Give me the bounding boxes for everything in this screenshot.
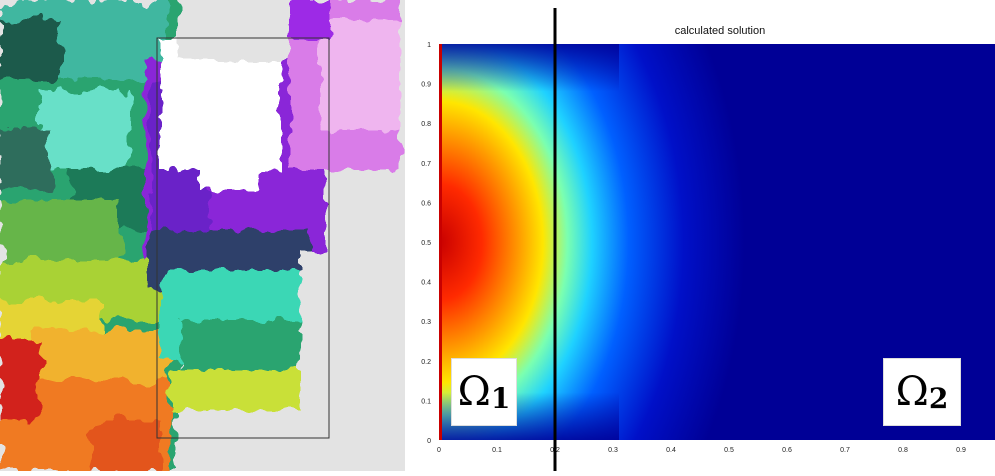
- y-tick-label: 0.4: [421, 280, 431, 287]
- x-tick-label: 0.5: [724, 447, 734, 454]
- y-tick-label: 0.5: [421, 240, 431, 247]
- x-tick-label: 0.8: [898, 447, 908, 454]
- ocean-temperature-map: [0, 0, 405, 471]
- x-tick-label: 0.3: [608, 447, 618, 454]
- x-tick-label: 0.4: [666, 447, 676, 454]
- y-tick-label: 0.2: [421, 359, 431, 366]
- x-tick-label: 0: [437, 447, 441, 454]
- y-tick-label: 0.8: [421, 121, 431, 128]
- omega2-symbol: Ω: [895, 369, 929, 415]
- x-axis-ticks: 00.10.20.30.40.50.60.70.80.9: [437, 447, 966, 454]
- y-tick-label: 0.1: [421, 398, 431, 405]
- plot-title: calculated solution: [675, 25, 766, 37]
- x-tick-label: 0.6: [782, 447, 792, 454]
- y-tick-label: 0.3: [421, 319, 431, 326]
- omega1-symbol: Ω: [457, 369, 491, 415]
- solution-plot-panel: calculated solution 0 0.1 0.2 0.3 0.4 0.5 0.6 0…: [405, 0, 995, 471]
- subdomain-rectangle: [156, 37, 330, 439]
- ocean-map-panel: [0, 0, 405, 471]
- y-tick-label: 0: [427, 438, 431, 445]
- omega1-subscript: 1: [490, 381, 511, 415]
- x-tick-label: 0.9: [956, 447, 966, 454]
- y-tick-label: 1: [427, 42, 431, 49]
- land-masses: [160, 0, 405, 471]
- x-tick-label: 0.1: [492, 447, 502, 454]
- y-tick-label: 0.6: [421, 200, 431, 207]
- y-tick-label: 0.7: [421, 161, 431, 168]
- left-boundary-strip: [439, 44, 442, 440]
- x-tick-label: 0.7: [840, 447, 850, 454]
- omega2-subscript: 2: [928, 381, 949, 415]
- y-axis-ticks: 0 0.1 0.2 0.3 0.4 0.5 0.6 0.7 0.8 0.9 1: [421, 42, 431, 445]
- y-tick-label: 0.9: [421, 82, 431, 89]
